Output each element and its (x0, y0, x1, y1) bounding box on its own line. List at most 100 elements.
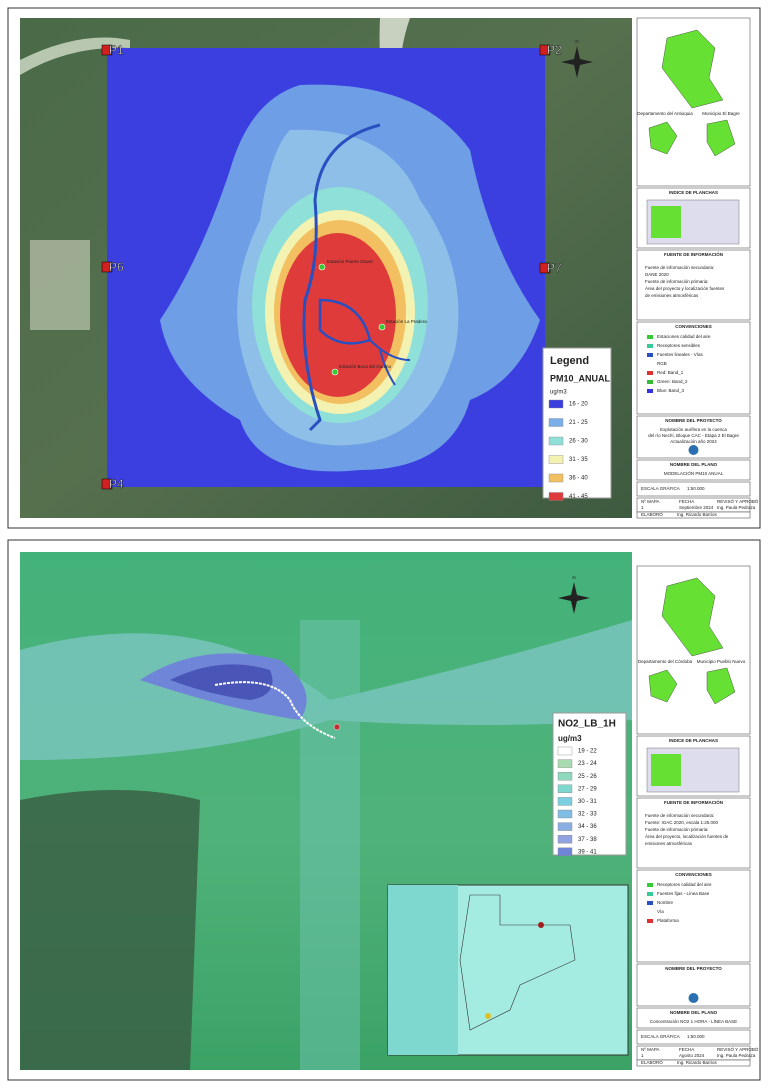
point-marker (539, 262, 551, 274)
station (331, 368, 339, 376)
legend-swatch (557, 809, 573, 819)
map-sheet-1: Estación Puerto Claver Estación La Prade… (7, 7, 761, 529)
svg-text:N: N (575, 39, 578, 44)
panel-text: FECHA (679, 1047, 694, 1052)
panel-text: Septiembre 2024 (679, 505, 714, 510)
panel-text: Ing. Ricardo Barrios (677, 512, 718, 517)
point-marker (539, 44, 551, 56)
panel-text: INDICE DE PLANCHAS (669, 738, 718, 743)
panel-text: Fuentes fijas - Línea Base (657, 891, 710, 896)
legend-units: ug/m3 (550, 390, 567, 396)
legend-swatch (557, 847, 573, 856)
panel-box (636, 321, 751, 415)
river (302, 123, 381, 432)
convention-symbol (647, 335, 653, 339)
convention-symbol (647, 910, 653, 914)
point-label: P7 (547, 261, 562, 275)
legend: NO2_LB_1H ug/m3 19 - 22 23 - 24 25 - 26 27 … (552, 712, 627, 856)
point-marker (101, 478, 113, 490)
legend: Legend PM10_ANUAL ug/m3 16 - 20 21 - 25 26… (542, 347, 612, 501)
panel-text: Ing. Ricardo Barrios (677, 1060, 718, 1065)
legend-label: 32 - 33 (578, 812, 597, 818)
panel-text: Concentración NO2 1 HORA - LÍNEA BASE (650, 1018, 737, 1024)
panel-text: Blue: Band_3 (657, 388, 685, 393)
panel-box (636, 797, 751, 869)
panel-text: 1:50.000 (687, 486, 705, 491)
legend-label: 23 - 24 (578, 761, 597, 767)
zone (300, 620, 360, 1070)
panel-text: Nº MAPA (641, 1047, 660, 1052)
platform (459, 894, 576, 1031)
panel-text: Receptores calidad del aire (657, 882, 712, 887)
legend-label: 37 - 38 (578, 837, 597, 843)
panel-text: emisiones atmosféricas (645, 841, 693, 846)
legend-swatch (548, 436, 564, 446)
legend-label: 26 - 30 (569, 439, 588, 445)
panel-box (636, 1007, 751, 1029)
zone (388, 885, 458, 1055)
legend-title: Legend (550, 355, 589, 367)
convention-symbol (647, 883, 653, 887)
zone (280, 233, 396, 397)
point-marker (101, 261, 113, 273)
index-cell (651, 754, 681, 786)
corner-points: P1 P2 P6 P7 P4 (101, 43, 562, 491)
municipality-shape (706, 119, 736, 157)
panel-text: del río Nechí, Bloque CAC - Etapa 2 El B… (648, 433, 739, 438)
inset-map (387, 884, 629, 1056)
panel-text: ESCALA GRÁFICA (641, 1033, 680, 1039)
convention-symbol (647, 901, 653, 905)
legend-swatch (557, 772, 573, 781)
north-arrow: N (558, 575, 590, 614)
map-sheet-2: N NO2_LB_1H ug/m3 19 - 22 23 - 24 25 - 26 2… (7, 539, 761, 1081)
panel-box (636, 249, 751, 321)
station (378, 323, 386, 331)
legend-swatch (548, 399, 564, 409)
road (214, 681, 336, 739)
panel-text: Ing. Paula Pedraza (717, 1053, 756, 1058)
panel-text: Explotación aurífera en la cuenca (660, 427, 727, 432)
convention-symbol (647, 371, 653, 375)
department-shape (648, 669, 678, 703)
point-label: P4 (109, 477, 124, 491)
panel-text: Municipio El Bagre (702, 111, 740, 116)
legend-swatch (557, 759, 573, 768)
convention-symbol (647, 353, 653, 357)
panel-text: MODELACIÓN PM10 ANUAL (664, 470, 724, 476)
panel-text: Fuente: IGAC 2020, escala 1:25.000 (645, 820, 719, 825)
panel-text: Fuentes lineales - Vías (657, 352, 704, 357)
legend-swatch (557, 746, 573, 756)
convention-symbol (647, 919, 653, 923)
panel-text: Vía (657, 909, 664, 914)
logo (688, 445, 699, 455)
zone (170, 664, 273, 700)
legend-label: 36 - 40 (569, 476, 588, 482)
panel-box (636, 459, 751, 481)
legend-swatch (557, 797, 573, 806)
legend-swatch (557, 822, 573, 831)
legend-label: 16 - 20 (569, 402, 588, 408)
panel-text: Fuente de información primaria: (645, 279, 709, 284)
convention-symbol (647, 892, 653, 896)
svg-text:N: N (572, 575, 575, 580)
legend-label: 19 - 22 (578, 749, 597, 755)
legend-label: 27 - 29 (578, 786, 597, 792)
legend-label: 41 - 45 (569, 494, 588, 500)
panel-text: de emisiones atmosféricas (645, 293, 699, 298)
clearing (30, 240, 90, 330)
point-label: P1 (109, 43, 124, 57)
panel-text: NOMBRE DEL PLANO (670, 1010, 718, 1015)
convention-symbol (647, 380, 653, 384)
panel-text: NOMBRE DEL PROYECTO (665, 418, 722, 423)
point-label: P2 (547, 43, 562, 57)
station (318, 263, 326, 271)
receptor (485, 1013, 491, 1019)
station-label: Estación La Pradera (386, 319, 427, 324)
panel-text: Municipio Pueblo Nuevo (697, 659, 746, 664)
panel-text: 1:50.000 (687, 1034, 705, 1039)
legend-swatch (548, 455, 564, 464)
country-shape (661, 29, 724, 109)
panel-text: REVISÓ Y APROBÓ (717, 1046, 759, 1052)
side-panel: Departamento del Córdoba Municipio Pueblo… (636, 565, 759, 1067)
panel-box (636, 869, 751, 963)
